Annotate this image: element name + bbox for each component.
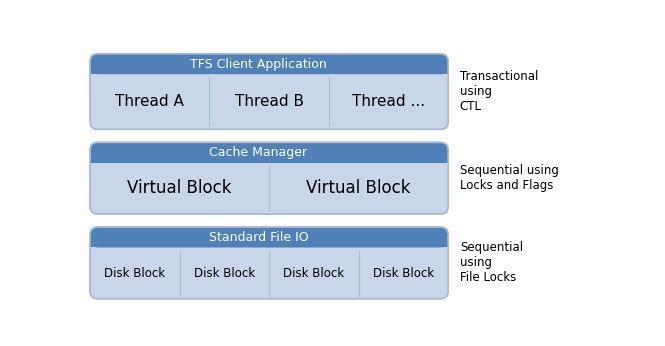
Text: Sequential using
Locks and Flags: Sequential using Locks and Flags bbox=[460, 164, 559, 192]
Text: Virtual Block: Virtual Block bbox=[128, 179, 232, 198]
Text: Transactional
using
CTL: Transactional using CTL bbox=[460, 70, 538, 113]
FancyBboxPatch shape bbox=[90, 227, 448, 247]
Text: Cache Manager: Cache Manager bbox=[209, 146, 307, 159]
Bar bbox=[90, 153, 448, 163]
FancyBboxPatch shape bbox=[90, 227, 448, 299]
FancyBboxPatch shape bbox=[90, 54, 448, 129]
Text: Thread ...: Thread ... bbox=[352, 94, 425, 109]
Text: Disk Block: Disk Block bbox=[283, 267, 344, 280]
Bar bbox=[90, 74, 448, 82]
Bar bbox=[90, 163, 448, 171]
FancyBboxPatch shape bbox=[90, 163, 448, 214]
Text: Virtual Block: Virtual Block bbox=[307, 179, 411, 198]
FancyBboxPatch shape bbox=[90, 143, 448, 163]
FancyBboxPatch shape bbox=[90, 54, 448, 74]
Text: Disk Block: Disk Block bbox=[373, 267, 434, 280]
Text: Disk Block: Disk Block bbox=[104, 267, 166, 280]
Text: Thread A: Thread A bbox=[115, 94, 184, 109]
Text: Thread B: Thread B bbox=[235, 94, 304, 109]
Text: Disk Block: Disk Block bbox=[194, 267, 255, 280]
Bar bbox=[90, 247, 448, 255]
Text: Standard File IO: Standard File IO bbox=[209, 231, 308, 244]
FancyBboxPatch shape bbox=[90, 247, 448, 299]
FancyBboxPatch shape bbox=[90, 74, 448, 129]
Text: Sequential
using
File Locks: Sequential using File Locks bbox=[460, 242, 523, 284]
Bar bbox=[90, 237, 448, 247]
Bar bbox=[90, 64, 448, 74]
FancyBboxPatch shape bbox=[90, 143, 448, 214]
Text: TFS Client Application: TFS Client Application bbox=[190, 57, 327, 71]
